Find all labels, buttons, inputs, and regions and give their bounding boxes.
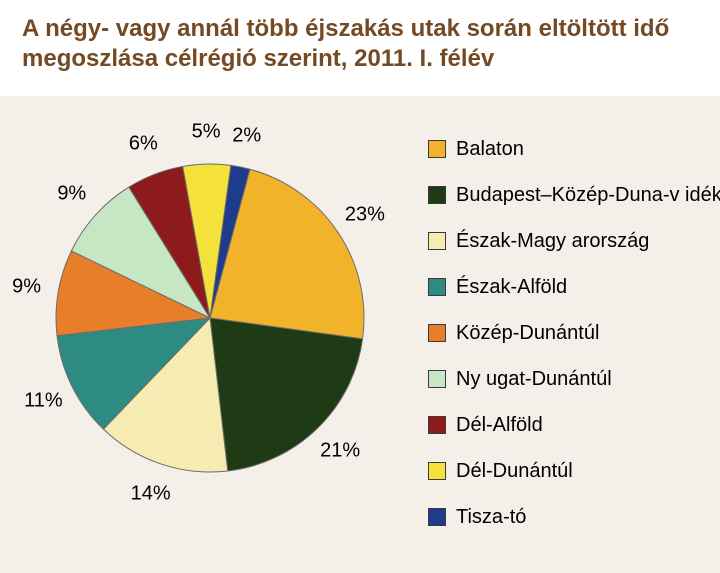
legend-item: Ny ugat-Dunántúl [428,356,720,402]
legend-label: Észak-Alföld [456,276,567,299]
pie-slice-label: 9% [12,275,41,298]
legend-swatch [428,462,446,480]
legend-swatch [428,508,446,526]
page-title: A négy- vagy annál több éjszakás utak so… [22,14,698,74]
legend-item: Balaton [428,126,720,172]
chart-area: 23% 21% 14% 11% 9% 9% 6% 5% 2% Balaton Budapest–K… [0,96,720,573]
legend-swatch [428,186,446,204]
pie-slice-label: 9% [57,182,86,205]
legend-item: Tisza-tó [428,494,720,540]
legend-swatch [428,324,446,342]
legend: Balaton Budapest–Közép-Duna-v idék Észak-M… [428,126,720,540]
legend-label: Budapest–Közép-Duna-v idék [456,184,720,207]
legend-label: Dél-Alföld [456,414,543,437]
legend-swatch [428,232,446,250]
legend-item: Észak-Magy arország [428,218,720,264]
legend-label: Közép-Dunántúl [456,322,599,345]
legend-swatch [428,416,446,434]
legend-item: Észak-Alföld [428,264,720,310]
legend-item: Dél-Alföld [428,402,720,448]
pie-slice-label: 2% [232,124,261,147]
title-block: A négy- vagy annál több éjszakás utak so… [0,0,720,96]
pie-chart: 23% 21% 14% 11% 9% 9% 6% 5% 2% [14,122,406,514]
legend-item: Budapest–Közép-Duna-v idék [428,172,720,218]
legend-label: Dél-Dunántúl [456,460,573,483]
legend-swatch [428,278,446,296]
legend-label: Ny ugat-Dunántúl [456,368,612,391]
pie-slice-label: 14% [131,483,171,506]
legend-label: Balaton [456,138,524,161]
legend-item: Dél-Dunántúl [428,448,720,494]
pie-slice-label: 6% [129,133,158,156]
pie-slice-label: 21% [320,439,360,462]
legend-swatch [428,370,446,388]
legend-label: Tisza-tó [456,506,526,529]
pie-slice-label: 23% [345,204,385,227]
pie-slice-label: 5% [192,121,221,144]
pie-slice-label: 11% [24,389,63,412]
page-root: A négy- vagy annál több éjszakás utak so… [0,0,720,573]
legend-label: Észak-Magy arország [456,230,649,253]
legend-item: Közép-Dunántúl [428,310,720,356]
legend-swatch [428,140,446,158]
